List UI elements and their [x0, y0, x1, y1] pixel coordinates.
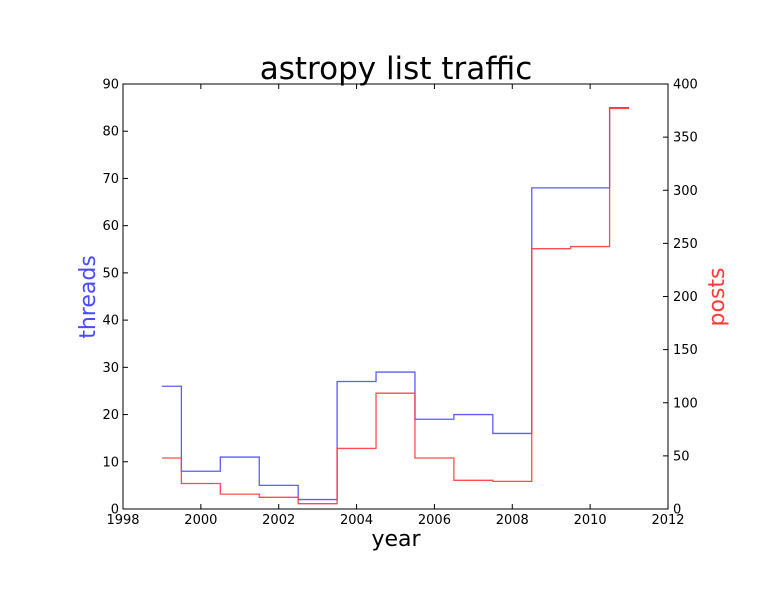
y-right-tick-label: 400	[673, 78, 698, 93]
chart-title: astropy list traffic	[260, 51, 533, 87]
y-left-axis-label: threads	[76, 255, 101, 339]
y-right-tick-label: 50	[673, 449, 690, 464]
x-tick-label: 2012	[651, 513, 684, 528]
y-left-tick-label: 10	[102, 455, 119, 470]
y-right-tick-label: 150	[673, 343, 698, 358]
y-left-tick-label: 40	[102, 314, 119, 329]
y-left-tick-label: 50	[102, 266, 119, 281]
y-left-axis: 0 10 20 30 40 50 60 70 80 90	[102, 78, 128, 518]
y-left-tick-label: 80	[102, 125, 119, 140]
x-tick-label: 2002	[262, 513, 295, 528]
y-right-tick-label: 0	[673, 503, 681, 518]
y-left-tick-label: 20	[102, 408, 119, 423]
x-tick-label: 2000	[184, 513, 217, 528]
y-right-tick-label: 350	[673, 131, 698, 146]
x-tick-label: 2006	[418, 513, 451, 528]
series-layer	[161, 106, 630, 505]
series-line-posts	[161, 107, 630, 505]
plot-frame	[122, 83, 669, 510]
x-tick-label: 2004	[340, 513, 373, 528]
y-left-tick-label: 90	[102, 78, 119, 93]
x-tick-label: 2010	[574, 513, 607, 528]
y-left-tick-label: 70	[102, 172, 119, 187]
series-line-threads	[161, 106, 630, 501]
y-left-tick-label: 30	[102, 361, 119, 376]
y-left-tick-label: 0	[111, 503, 119, 518]
x-axis-label: year	[371, 527, 421, 552]
x-tick-label: 1998	[106, 513, 139, 528]
y-right-tick-label: 200	[673, 290, 698, 305]
x-tick-label: 2008	[496, 513, 529, 528]
y-right-tick-label: 300	[673, 184, 698, 199]
y-right-axis: 0 50 100 150 200 250 300 350 400	[663, 78, 698, 518]
x-axis: 1998 2000 2002 2004 2006 2008 2010 2012	[106, 84, 685, 528]
y-right-tick-label: 100	[673, 396, 698, 411]
y-right-tick-label: 250	[673, 237, 698, 252]
y-right-axis-label: posts	[705, 268, 730, 327]
y-left-tick-label: 60	[102, 219, 119, 234]
